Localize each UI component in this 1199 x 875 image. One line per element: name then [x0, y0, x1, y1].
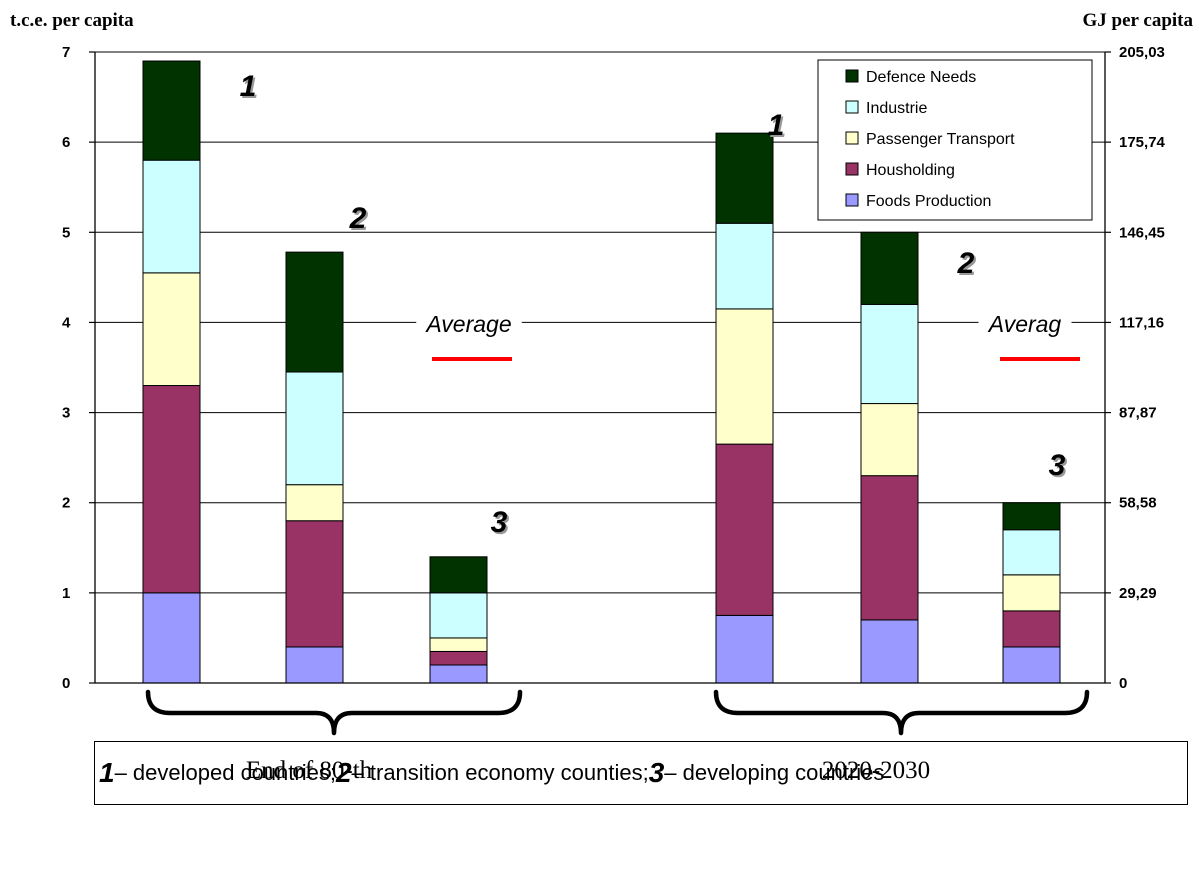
- bar-segment: [860, 403, 919, 477]
- bar-segment: [429, 650, 488, 666]
- bar-segment: [1002, 502, 1061, 531]
- bar-label: 1: [768, 109, 785, 142]
- legend-swatch: [845, 193, 859, 207]
- bar-segment: [1002, 646, 1061, 684]
- legend-swatch: [845, 162, 859, 176]
- right-tick-label: 0: [1119, 675, 1127, 692]
- average-label-bg: [978, 312, 1072, 340]
- bar-segment: [1002, 574, 1061, 612]
- bar-segment: [142, 272, 201, 387]
- left-tick-label: 4: [62, 314, 71, 331]
- bars: [142, 60, 1061, 684]
- bar-segment: [429, 664, 488, 684]
- bar-label-shadow: 3: [493, 508, 510, 541]
- legend-label: Industrie: [866, 100, 927, 117]
- bar-segment: [285, 251, 344, 373]
- left-axis-title: t.c.e. per capita: [10, 10, 134, 31]
- average-label-bg: [416, 312, 522, 340]
- bar-label-shadow: 2: [959, 249, 977, 282]
- group-label: 2020-2030: [822, 757, 930, 784]
- bar-segment: [1002, 610, 1061, 648]
- bar-segment: [860, 303, 919, 405]
- footnote-text-2: – transition economy counties;: [351, 760, 649, 785]
- bar-segment: [715, 222, 774, 310]
- group-label: End of 80-th: [246, 757, 373, 784]
- bar-label-shadow: 1: [242, 72, 259, 105]
- left-tick-label: 1: [62, 585, 70, 602]
- bar-segment: [715, 443, 774, 616]
- bar-segment: [715, 308, 774, 445]
- left-tick-label: 3: [62, 405, 70, 422]
- right-tick-label: 205,03: [1119, 44, 1165, 61]
- legend-box: [817, 59, 1093, 221]
- left-tick-label: 2: [62, 495, 70, 512]
- legend-swatch: [845, 69, 859, 83]
- legend-swatch: [845, 100, 859, 114]
- axes: 0 1 2 3 4 5 6 7 0 29,29 58,58 87,87 117,16 146,45 175,…: [10, 10, 1193, 692]
- bar-label: 3: [1049, 449, 1066, 482]
- group-brackets: End of 80-th 2020-2030: [145, 689, 1090, 784]
- bar-segment: [142, 60, 201, 161]
- right-tick-label: 175,74: [1119, 134, 1166, 151]
- bar-segment: [1002, 529, 1061, 576]
- bar-segment: [715, 614, 774, 684]
- legend-label: Housholding: [866, 162, 955, 179]
- bar-segment: [429, 592, 488, 639]
- gridlines: [95, 51, 1105, 594]
- bar-label: 2: [349, 202, 367, 235]
- left-tick-label: 0: [62, 675, 70, 692]
- footnote-num-1: 1: [99, 757, 115, 788]
- legend-label: Foods Production: [866, 193, 991, 210]
- average-label: Averag: [987, 311, 1062, 337]
- average-label: Average: [424, 311, 511, 337]
- bar-segment: [142, 385, 201, 594]
- bar-segment: [715, 132, 774, 224]
- footnote-text-3: – developing countries: [664, 760, 885, 785]
- bar-segment: [285, 484, 344, 522]
- bar-segment: [429, 556, 488, 594]
- bar-segment: [285, 371, 344, 486]
- footnote-num-3: 3: [648, 757, 665, 788]
- group-bracket: [145, 689, 523, 736]
- bar-label: 1: [240, 70, 257, 103]
- bar-segment: [142, 159, 201, 274]
- footnote-text-1: – developed countries;: [114, 760, 336, 785]
- bar-segment: [142, 592, 201, 684]
- legend-swatch: [845, 131, 859, 145]
- legend-label: Passenger Transport: [866, 131, 1015, 148]
- bar-segment: [860, 231, 919, 305]
- left-tick-label: 5: [62, 224, 70, 241]
- bar-segment: [285, 646, 344, 684]
- bar-segment: [860, 475, 919, 621]
- bar-segment: [285, 520, 344, 648]
- right-tick-label: 87,87: [1119, 405, 1157, 422]
- right-axis-title: GJ per capita: [1083, 10, 1194, 31]
- left-tick-label: 6: [62, 134, 70, 151]
- left-tick-label: 7: [62, 44, 70, 61]
- footnote-num-2: 2: [335, 757, 352, 788]
- footnote: 1 – developed countries; 2 – transition …: [94, 741, 1188, 805]
- bar-segment: [860, 619, 919, 684]
- right-tick-label: 146,45: [1119, 224, 1165, 241]
- right-tick-label: 29,29: [1119, 585, 1157, 602]
- bar-label: 2: [957, 247, 975, 280]
- bar-label-shadow: 2: [351, 204, 369, 237]
- bar-label-shadow: 1: [770, 111, 787, 144]
- bar-segment: [429, 637, 488, 652]
- bar-label: 3: [491, 506, 508, 539]
- right-tick-label: 117,16: [1119, 314, 1164, 331]
- group-bracket: [713, 689, 1090, 736]
- legend-label: Defence Needs: [866, 69, 976, 86]
- right-tick-label: 58,58: [1119, 495, 1157, 512]
- legend: Defence Needs Industrie Passenger Transpor…: [817, 59, 1093, 221]
- bar-label-shadow: 3: [1051, 451, 1068, 484]
